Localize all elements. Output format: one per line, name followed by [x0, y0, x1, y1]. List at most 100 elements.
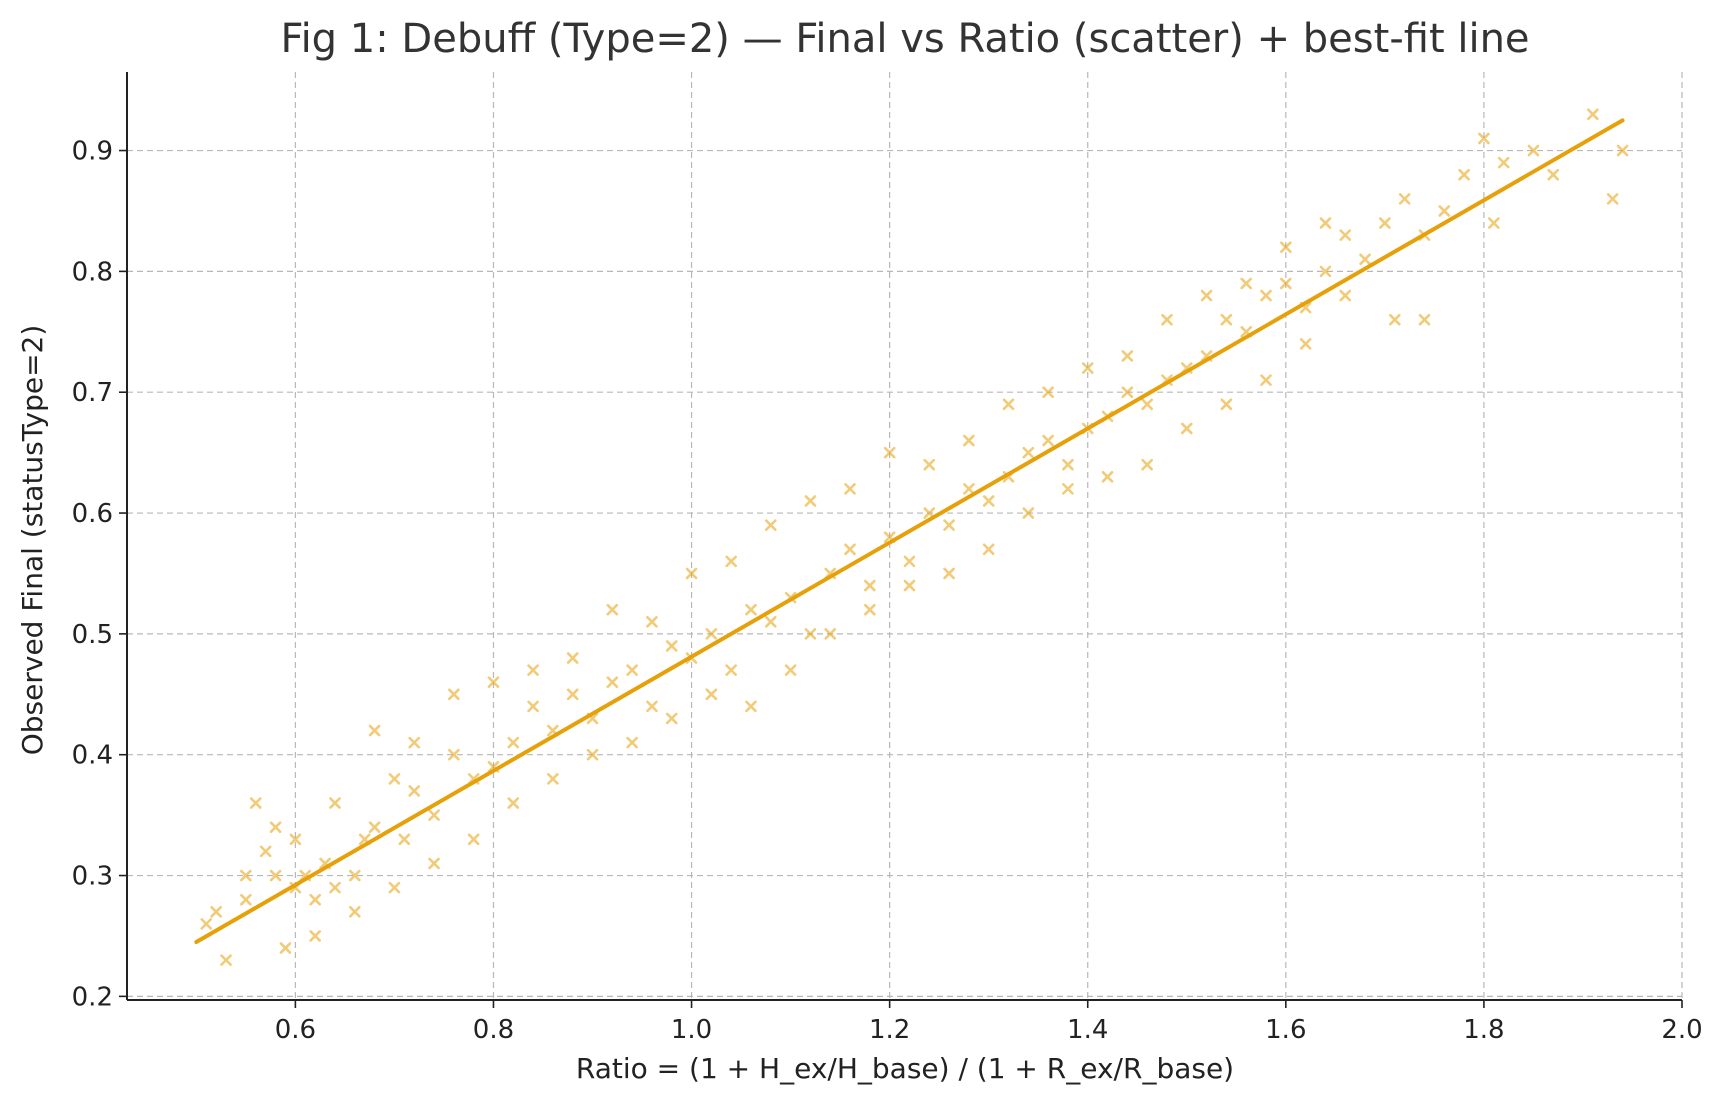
scatter-point: [1220, 398, 1233, 411]
scatter-point: [1141, 458, 1153, 471]
scatter-point: [1121, 386, 1134, 399]
scatter-point: [1458, 168, 1470, 181]
scatter-point: [309, 893, 321, 906]
scatter-point: [725, 664, 737, 676]
scatter-point: [1240, 325, 1253, 338]
scatter-point: [883, 531, 896, 544]
scatter-point: [1478, 132, 1490, 145]
scatter-point: [1319, 217, 1332, 229]
scatter-point: [269, 869, 282, 882]
scatter-point: [319, 857, 331, 870]
scatter-point: [309, 930, 321, 942]
scatter-point: [1260, 289, 1272, 302]
scatter-point: [923, 458, 936, 471]
scatter-points: [200, 108, 1629, 966]
scatter-point: [665, 640, 678, 652]
scatter-point: [1180, 362, 1193, 374]
scatter-point: [903, 579, 916, 592]
scatter-point: [844, 543, 856, 556]
scatter-point: [487, 676, 500, 689]
scatter-point: [1398, 193, 1411, 205]
scatter-point: [646, 615, 658, 628]
scatter-point: [685, 567, 698, 580]
scatter-point: [547, 773, 559, 785]
scatter-point: [824, 567, 837, 580]
grid-lines: [127, 72, 1683, 1000]
scatter-point: [646, 700, 658, 713]
scatter-point: [299, 869, 312, 882]
scatter-point: [764, 519, 777, 531]
scatter-point: [240, 893, 252, 906]
scatter-point: [1299, 338, 1312, 350]
scatter-point: [1359, 253, 1371, 266]
scatter-point: [448, 748, 460, 761]
x-tick-label: 1.2: [869, 1015, 910, 1045]
x-tick-label: 1.4: [1067, 1015, 1108, 1045]
y-tick-label: 0.9: [72, 137, 113, 167]
scatter-point: [398, 833, 411, 846]
scatter-point: [1497, 156, 1510, 169]
y-tick-label: 0.4: [72, 741, 113, 771]
scatter-point: [547, 724, 559, 737]
x-tick-label: 2.0: [1661, 1015, 1702, 1045]
scatter-point: [1002, 398, 1015, 411]
scatter-point: [606, 603, 619, 616]
scatter-point: [665, 712, 678, 725]
scatter-point: [764, 615, 777, 628]
scatter-point: [606, 676, 619, 689]
scatter-point: [1161, 313, 1173, 326]
scatter-point: [448, 688, 460, 701]
x-tick-label: 1.6: [1265, 1015, 1306, 1045]
scatter-point: [487, 760, 500, 773]
scatter-point: [289, 881, 302, 894]
scatter-point: [705, 628, 718, 640]
scatter-point: [824, 628, 837, 640]
scatter-point: [1121, 350, 1134, 362]
scatter-point: [1587, 108, 1599, 121]
scatter-point: [566, 688, 579, 701]
x-tick-label: 0.8: [473, 1015, 514, 1045]
scatter-point: [210, 905, 222, 918]
scatter-point: [963, 483, 975, 495]
scatter-point: [1547, 168, 1560, 181]
scatter-point: [1200, 289, 1213, 302]
scatter-point: [864, 579, 876, 592]
scatter-point: [1101, 410, 1114, 423]
scatter-point: [507, 736, 520, 749]
y-tick-label: 0.6: [72, 499, 113, 529]
scatter-point: [963, 434, 975, 447]
scatter-point: [1280, 241, 1292, 254]
tick-labels: 0.6 0.8 1.0 1.2 1.4 1.6 1.8 2.0 0.2 0.3 0.4 0.5 0.6 0…: [72, 137, 1703, 1045]
scatter-point: [240, 869, 252, 882]
scatter-point: [220, 954, 232, 966]
scatter-point: [428, 809, 440, 821]
scatter-point: [527, 700, 539, 713]
scatter-point: [358, 833, 371, 846]
scatter-point: [467, 773, 480, 785]
scatter-point: [269, 821, 282, 834]
scatter-point: [923, 507, 936, 519]
y-tick-label: 0.7: [72, 378, 113, 408]
scatter-point: [349, 869, 361, 882]
scatter-point: [1527, 144, 1540, 157]
x-tick-label: 1.8: [1463, 1015, 1504, 1045]
best-fit-line: [194, 118, 1625, 944]
scatter-point: [1388, 313, 1401, 326]
scatter-point: [1339, 229, 1352, 241]
y-axis-label: Observed Final (statusType=2): [16, 325, 49, 756]
scatter-point: [1022, 446, 1035, 459]
scatter-point: [349, 905, 361, 918]
scatter-point: [1616, 144, 1629, 157]
scatter-point: [982, 495, 995, 507]
scatter-point: [259, 845, 272, 858]
y-tick-label: 0.5: [72, 620, 113, 650]
scatter-point: [982, 543, 995, 556]
scatter-point: [527, 664, 539, 676]
scatter-point: [1379, 217, 1391, 229]
scatter-point: [943, 519, 955, 531]
scatter-point: [903, 555, 916, 568]
scatter-point: [1062, 483, 1074, 495]
scatter-point: [1280, 277, 1292, 290]
scatter-point: [804, 628, 817, 640]
